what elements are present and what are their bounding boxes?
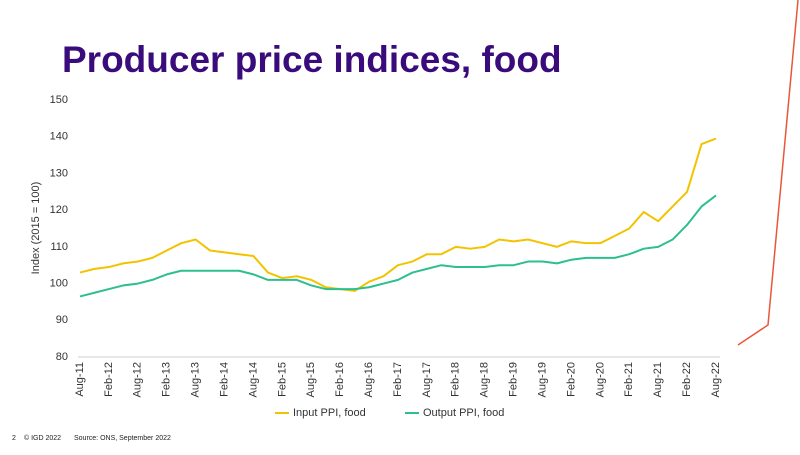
copyright: © IGD 2022 — [24, 434, 61, 442]
x-tick-label: Aug-20 — [594, 362, 606, 397]
x-tick-label: Aug-12 — [132, 362, 144, 397]
x-tick-label: Feb-12 — [103, 362, 115, 397]
x-tick-label: Feb-21 — [623, 362, 635, 397]
y-tick-label: 120 — [50, 204, 68, 216]
x-tick-label: Aug-22 — [710, 362, 722, 397]
y-tick-label: 140 — [50, 131, 68, 143]
page-number: 2 — [12, 435, 16, 442]
line-series — [79, 137, 717, 292]
y-axis-title: Index (2015 = 100) — [30, 182, 42, 275]
x-tick-label: Aug-14 — [247, 362, 259, 397]
x-tick-label: Feb-20 — [565, 362, 577, 397]
x-tick-label: Feb-17 — [392, 362, 404, 397]
source: Source: ONS, September 2022 — [74, 435, 171, 442]
line-series — [79, 194, 717, 298]
legend-label: Output PPI, food — [423, 407, 504, 419]
x-tick-label: Aug-15 — [305, 362, 317, 397]
x-tick-label: Feb-19 — [508, 362, 520, 397]
legend-label: Input PPI, food — [293, 407, 366, 419]
y-tick-label: 110 — [50, 241, 68, 253]
x-tick-label: Feb-14 — [218, 362, 230, 397]
y-tick-label: 100 — [50, 277, 68, 289]
x-tick-label: Feb-15 — [276, 362, 288, 397]
decoration — [737, 0, 799, 346]
y-tick-label: 150 — [50, 94, 68, 106]
x-tick-label: Feb-13 — [161, 362, 173, 397]
x-tick-label: Aug-17 — [421, 362, 433, 397]
x-tick-label: Feb-16 — [334, 362, 346, 397]
x-tick-label: Feb-22 — [681, 362, 693, 397]
x-tick-label: Feb-18 — [450, 362, 462, 397]
chart-title: Producer price indices, food — [62, 39, 562, 80]
x-tick-label: Aug-19 — [536, 362, 548, 397]
x-tick-label: Aug-13 — [190, 362, 202, 397]
y-tick-label: 130 — [50, 167, 68, 179]
x-tick-label: Aug-21 — [652, 362, 664, 397]
x-tick-label: Aug-18 — [479, 362, 491, 397]
x-tick-label: Aug-16 — [363, 362, 375, 397]
y-tick-label: 80 — [56, 351, 68, 363]
y-tick-label: 90 — [56, 314, 68, 326]
x-tick-label: Aug-11 — [74, 362, 86, 397]
